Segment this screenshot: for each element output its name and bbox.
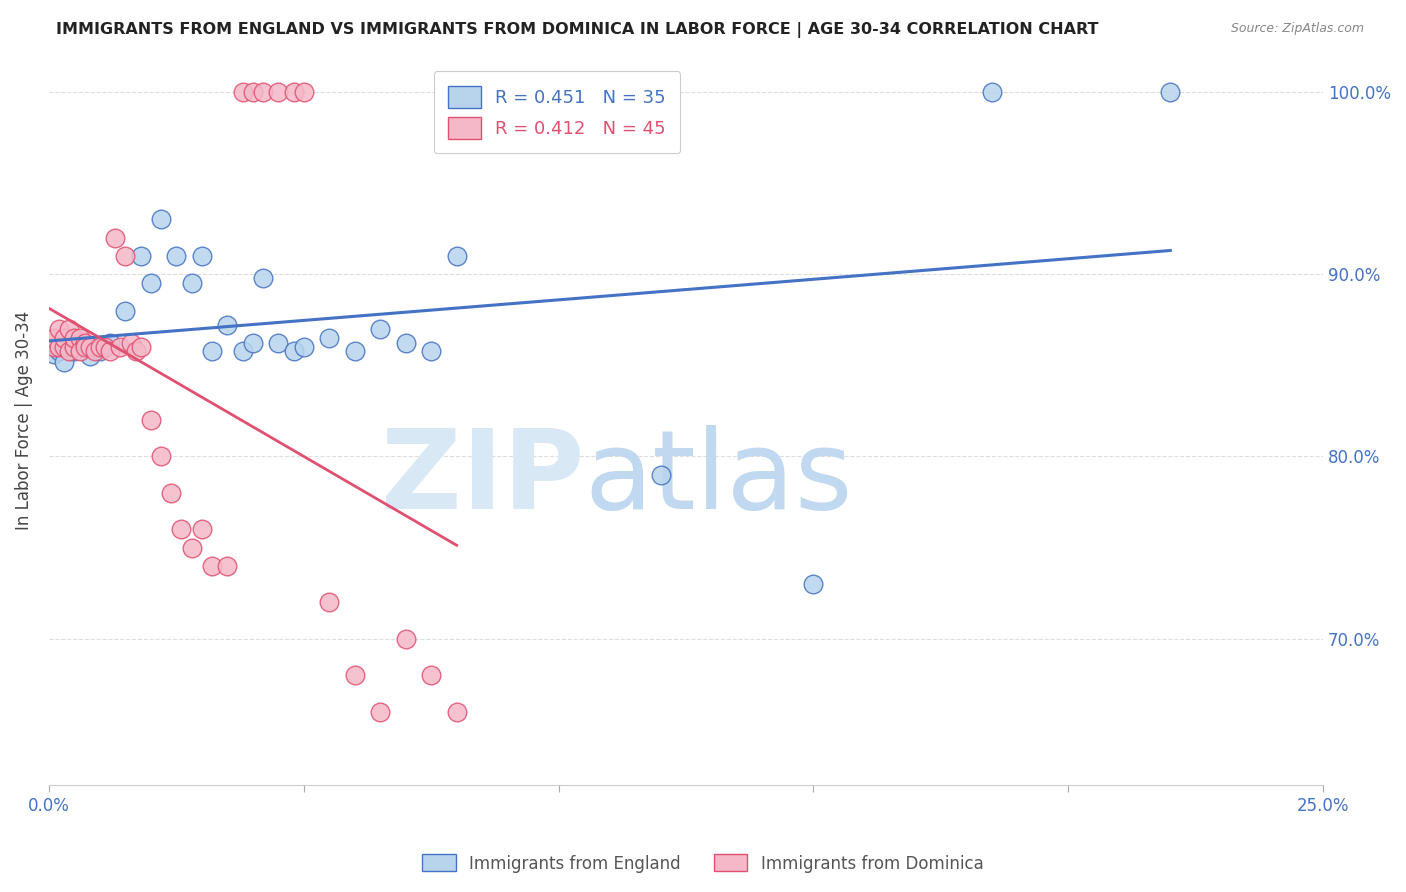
Point bbox=[89, 343, 111, 358]
Point bbox=[170, 522, 193, 536]
Point bbox=[139, 413, 162, 427]
Point bbox=[201, 343, 224, 358]
Point bbox=[58, 322, 80, 336]
Point bbox=[73, 340, 96, 354]
Point bbox=[252, 85, 274, 99]
Point bbox=[150, 450, 173, 464]
Point bbox=[48, 343, 70, 358]
Point bbox=[252, 270, 274, 285]
Point bbox=[124, 343, 146, 358]
Point bbox=[150, 212, 173, 227]
Point bbox=[191, 249, 214, 263]
Point bbox=[446, 705, 468, 719]
Y-axis label: In Labor Force | Age 30-34: In Labor Force | Age 30-34 bbox=[15, 310, 32, 530]
Point bbox=[139, 276, 162, 290]
Point bbox=[283, 85, 305, 99]
Point bbox=[53, 340, 76, 354]
Point bbox=[343, 668, 366, 682]
Point bbox=[63, 340, 86, 354]
Point bbox=[53, 331, 76, 345]
Point bbox=[283, 343, 305, 358]
Point bbox=[58, 340, 80, 354]
Point bbox=[69, 336, 91, 351]
Point bbox=[446, 249, 468, 263]
Point bbox=[48, 340, 70, 354]
Point bbox=[114, 303, 136, 318]
Point bbox=[318, 331, 340, 345]
Point bbox=[165, 249, 187, 263]
Point bbox=[69, 343, 91, 358]
Point bbox=[129, 340, 152, 354]
Point bbox=[420, 343, 443, 358]
Point bbox=[232, 85, 254, 99]
Point bbox=[803, 577, 825, 591]
Point bbox=[53, 354, 76, 368]
Point bbox=[232, 343, 254, 358]
Point bbox=[42, 331, 65, 345]
Point bbox=[368, 705, 391, 719]
Point bbox=[42, 347, 65, 361]
Point bbox=[420, 668, 443, 682]
Point bbox=[650, 467, 672, 482]
Point bbox=[42, 340, 65, 354]
Point bbox=[318, 595, 340, 609]
Point bbox=[160, 486, 183, 500]
Point bbox=[58, 343, 80, 358]
Point bbox=[267, 85, 290, 99]
Text: ZIP: ZIP bbox=[381, 425, 583, 532]
Point bbox=[120, 336, 142, 351]
Point bbox=[104, 230, 127, 244]
Point bbox=[395, 336, 418, 351]
Point bbox=[94, 340, 117, 354]
Point bbox=[79, 340, 101, 354]
Point bbox=[980, 85, 1002, 99]
Point bbox=[69, 331, 91, 345]
Text: IMMIGRANTS FROM ENGLAND VS IMMIGRANTS FROM DOMINICA IN LABOR FORCE | AGE 30-34 C: IMMIGRANTS FROM ENGLAND VS IMMIGRANTS FR… bbox=[56, 22, 1098, 38]
Point bbox=[73, 336, 96, 351]
Point bbox=[48, 322, 70, 336]
Point bbox=[110, 340, 132, 354]
Point bbox=[63, 331, 86, 345]
Text: Source: ZipAtlas.com: Source: ZipAtlas.com bbox=[1230, 22, 1364, 36]
Point bbox=[242, 336, 264, 351]
Point bbox=[267, 336, 290, 351]
Point bbox=[343, 343, 366, 358]
Point bbox=[191, 522, 214, 536]
Text: atlas: atlas bbox=[583, 425, 852, 532]
Legend: R = 0.451   N = 35, R = 0.412   N = 45: R = 0.451 N = 35, R = 0.412 N = 45 bbox=[434, 71, 681, 153]
Point bbox=[114, 249, 136, 263]
Point bbox=[180, 276, 202, 290]
Point bbox=[180, 541, 202, 555]
Point bbox=[73, 340, 96, 354]
Point bbox=[395, 632, 418, 646]
Point bbox=[242, 85, 264, 99]
Point bbox=[63, 343, 86, 358]
Point bbox=[79, 349, 101, 363]
Point bbox=[217, 558, 239, 573]
Point bbox=[201, 558, 224, 573]
Point bbox=[1159, 85, 1181, 99]
Point bbox=[83, 343, 105, 358]
Point bbox=[217, 318, 239, 332]
Point bbox=[292, 340, 315, 354]
Legend: Immigrants from England, Immigrants from Dominica: Immigrants from England, Immigrants from… bbox=[416, 847, 990, 880]
Point bbox=[98, 336, 121, 351]
Point bbox=[292, 85, 315, 99]
Point bbox=[98, 343, 121, 358]
Point bbox=[368, 322, 391, 336]
Point bbox=[129, 249, 152, 263]
Point bbox=[89, 340, 111, 354]
